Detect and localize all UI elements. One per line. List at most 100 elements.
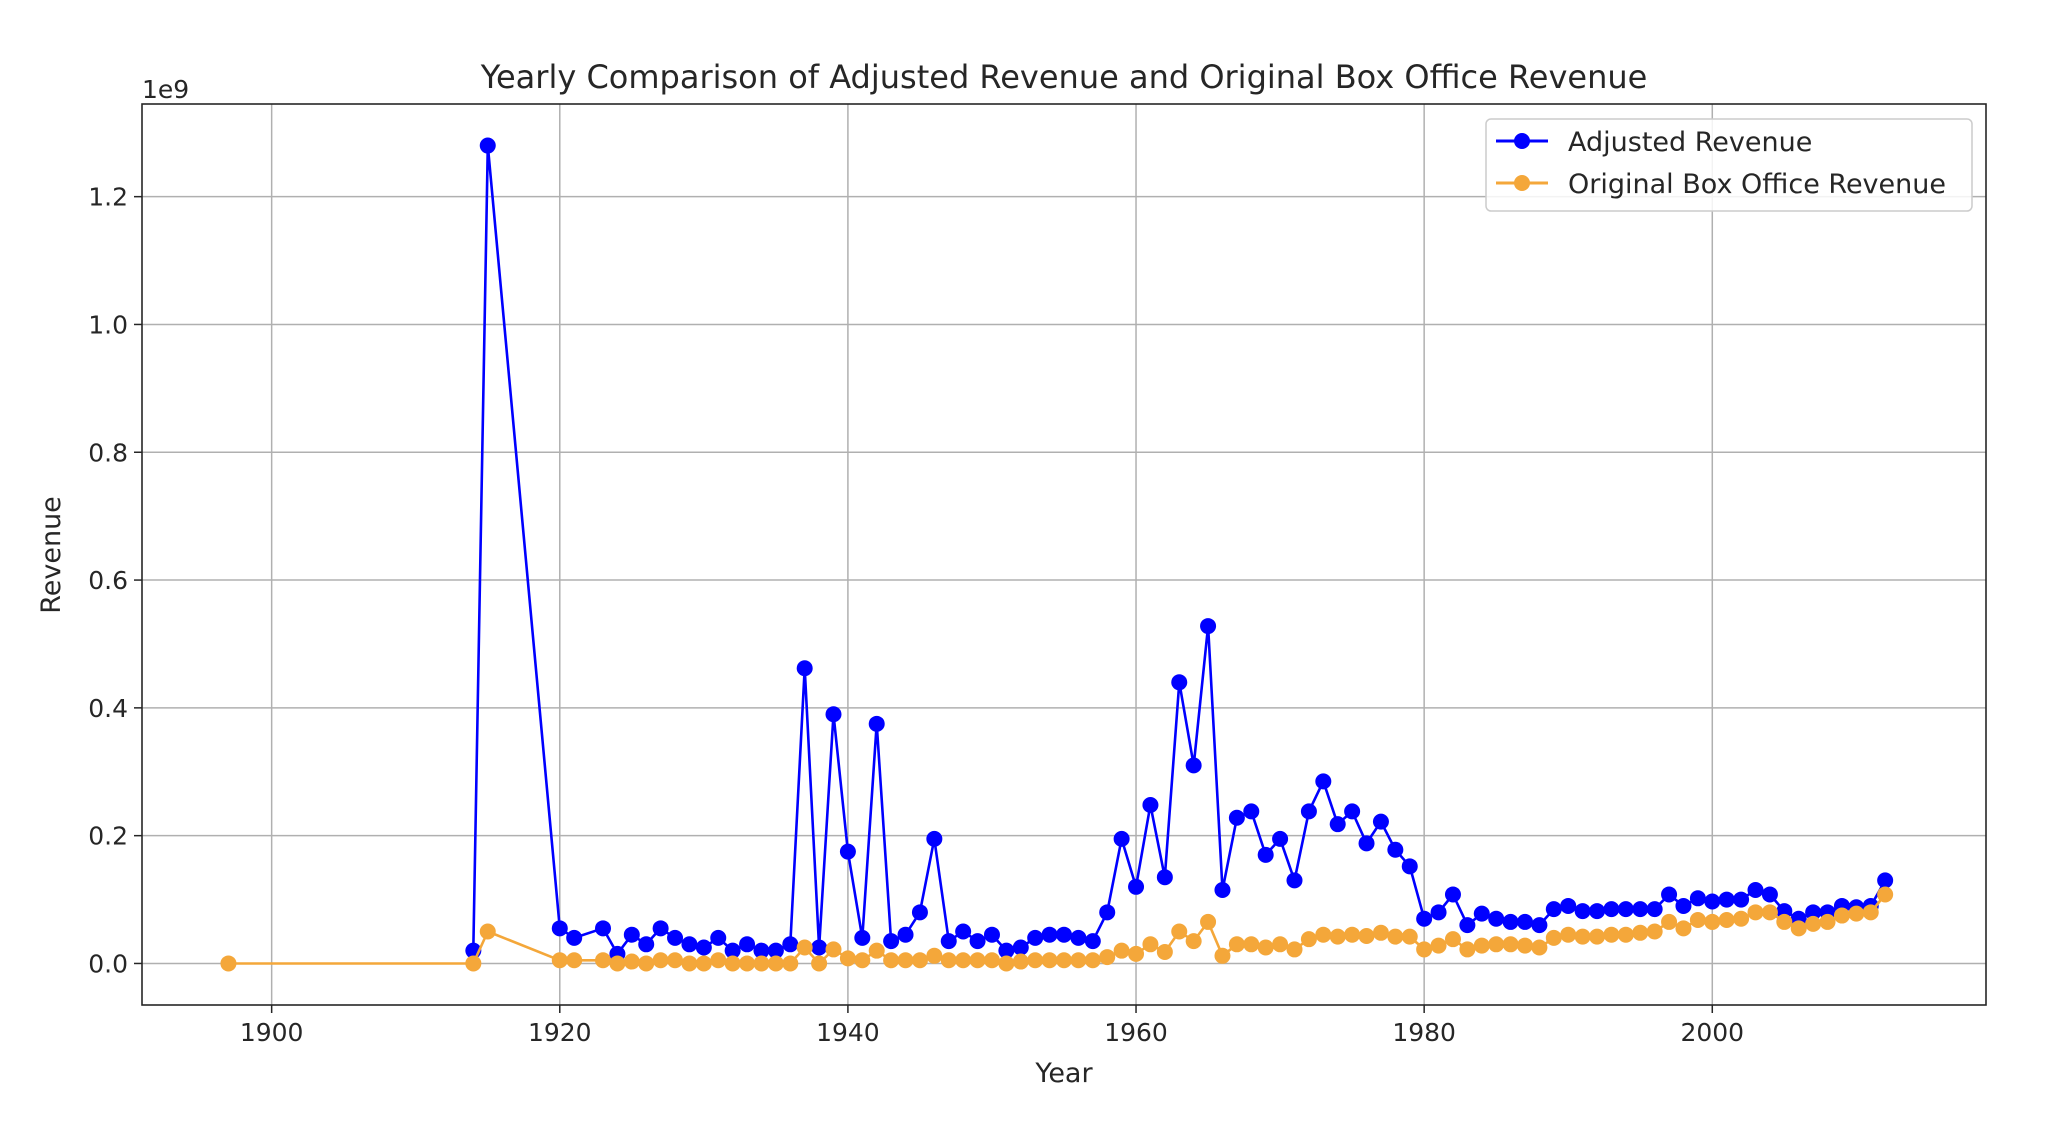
data-point	[1171, 923, 1188, 940]
data-point	[796, 939, 813, 956]
data-point	[983, 926, 1000, 943]
data-point	[1358, 835, 1375, 852]
data-point	[782, 936, 799, 953]
data-point	[1315, 773, 1332, 790]
data-point	[1401, 928, 1418, 945]
data-point	[1185, 933, 1202, 950]
data-point	[940, 933, 957, 950]
data-point	[1430, 937, 1447, 954]
data-point	[667, 929, 684, 946]
data-point	[911, 904, 928, 921]
x-axis-label: Year	[1034, 1058, 1093, 1089]
y-axis-offset-text: 1e9	[142, 75, 189, 104]
data-point	[551, 920, 568, 937]
data-point	[1819, 913, 1836, 930]
data-point	[1084, 933, 1101, 950]
data-point	[1200, 913, 1217, 930]
data-point	[1387, 928, 1404, 945]
data-point	[839, 843, 856, 860]
data-point	[1113, 830, 1130, 847]
data-point	[1589, 903, 1606, 920]
data-point	[1733, 910, 1750, 927]
data-point	[1574, 903, 1591, 920]
data-point	[1632, 901, 1649, 918]
data-point	[1444, 931, 1461, 948]
y-tick-label: 0.4	[88, 694, 128, 723]
data-point	[1243, 803, 1260, 820]
data-point	[681, 955, 698, 972]
data-point	[1056, 926, 1072, 943]
data-point	[1286, 872, 1303, 889]
data-point	[638, 936, 655, 953]
data-point	[1300, 803, 1317, 820]
data-point	[566, 952, 583, 969]
data-point	[1502, 913, 1519, 930]
data-point	[1257, 846, 1274, 863]
data-point	[1517, 913, 1533, 930]
data-point	[1848, 905, 1865, 922]
data-point	[868, 715, 885, 732]
data-point	[1718, 891, 1735, 908]
data-point	[969, 933, 986, 950]
data-point	[1257, 939, 1274, 956]
data-point	[767, 955, 784, 972]
data-point	[595, 920, 611, 937]
x-axis-ticks: 1900 1920 1940 1960 1980 2000	[240, 1005, 1744, 1047]
chart-title: Yearly Comparison of Adjusted Revenue an…	[480, 58, 1648, 96]
y-tick-label: 0.8	[88, 438, 128, 467]
data-point	[1733, 891, 1750, 908]
data-point	[1603, 901, 1620, 918]
data-point	[667, 952, 684, 969]
data-point	[1747, 904, 1764, 921]
y-tick-label: 0.6	[88, 566, 128, 595]
plot-frame	[141, 103, 1987, 1006]
data-point	[883, 933, 900, 950]
data-point	[1171, 674, 1188, 691]
data-point	[1617, 926, 1634, 943]
data-point	[1156, 869, 1173, 886]
data-point	[1228, 809, 1245, 826]
data-point	[825, 941, 842, 958]
data-point	[897, 926, 914, 943]
data-point	[1272, 830, 1289, 847]
data-point	[1329, 816, 1346, 833]
data-point	[1488, 910, 1505, 927]
y-tick-label: 1.2	[88, 183, 128, 212]
data-point	[1012, 953, 1029, 970]
data-point	[1214, 881, 1231, 898]
data-point	[1027, 952, 1044, 969]
data-point	[1776, 913, 1793, 930]
data-point	[652, 952, 669, 969]
data-point	[551, 952, 568, 969]
data-point	[1560, 926, 1577, 943]
y-tick-label: 0.2	[88, 822, 128, 851]
data-point	[1531, 917, 1548, 934]
series-layer	[220, 137, 1894, 972]
data-point	[1344, 803, 1361, 820]
data-point	[1401, 858, 1418, 875]
data-point	[955, 923, 972, 940]
data-point	[767, 942, 784, 959]
data-point	[796, 660, 813, 677]
data-point	[1444, 886, 1461, 903]
data-point	[969, 952, 986, 969]
data-point	[465, 955, 482, 972]
data-point	[1704, 893, 1721, 910]
data-point	[710, 952, 727, 969]
data-point	[926, 947, 943, 964]
y-tick-label: 1.0	[88, 310, 128, 339]
data-point	[1459, 941, 1476, 958]
data-point	[1300, 931, 1317, 948]
data-point	[1574, 928, 1591, 945]
legend-marker-original	[1514, 175, 1530, 191]
y-axis-ticks: 0.0 0.2 0.4 0.6 0.8 1.0 1.2	[88, 183, 142, 978]
data-point	[753, 955, 770, 972]
grid-lines	[142, 104, 1986, 1005]
data-point	[897, 952, 914, 969]
data-point	[1473, 937, 1490, 954]
data-point	[1430, 904, 1447, 921]
data-point	[1344, 926, 1361, 943]
data-point	[623, 926, 640, 943]
